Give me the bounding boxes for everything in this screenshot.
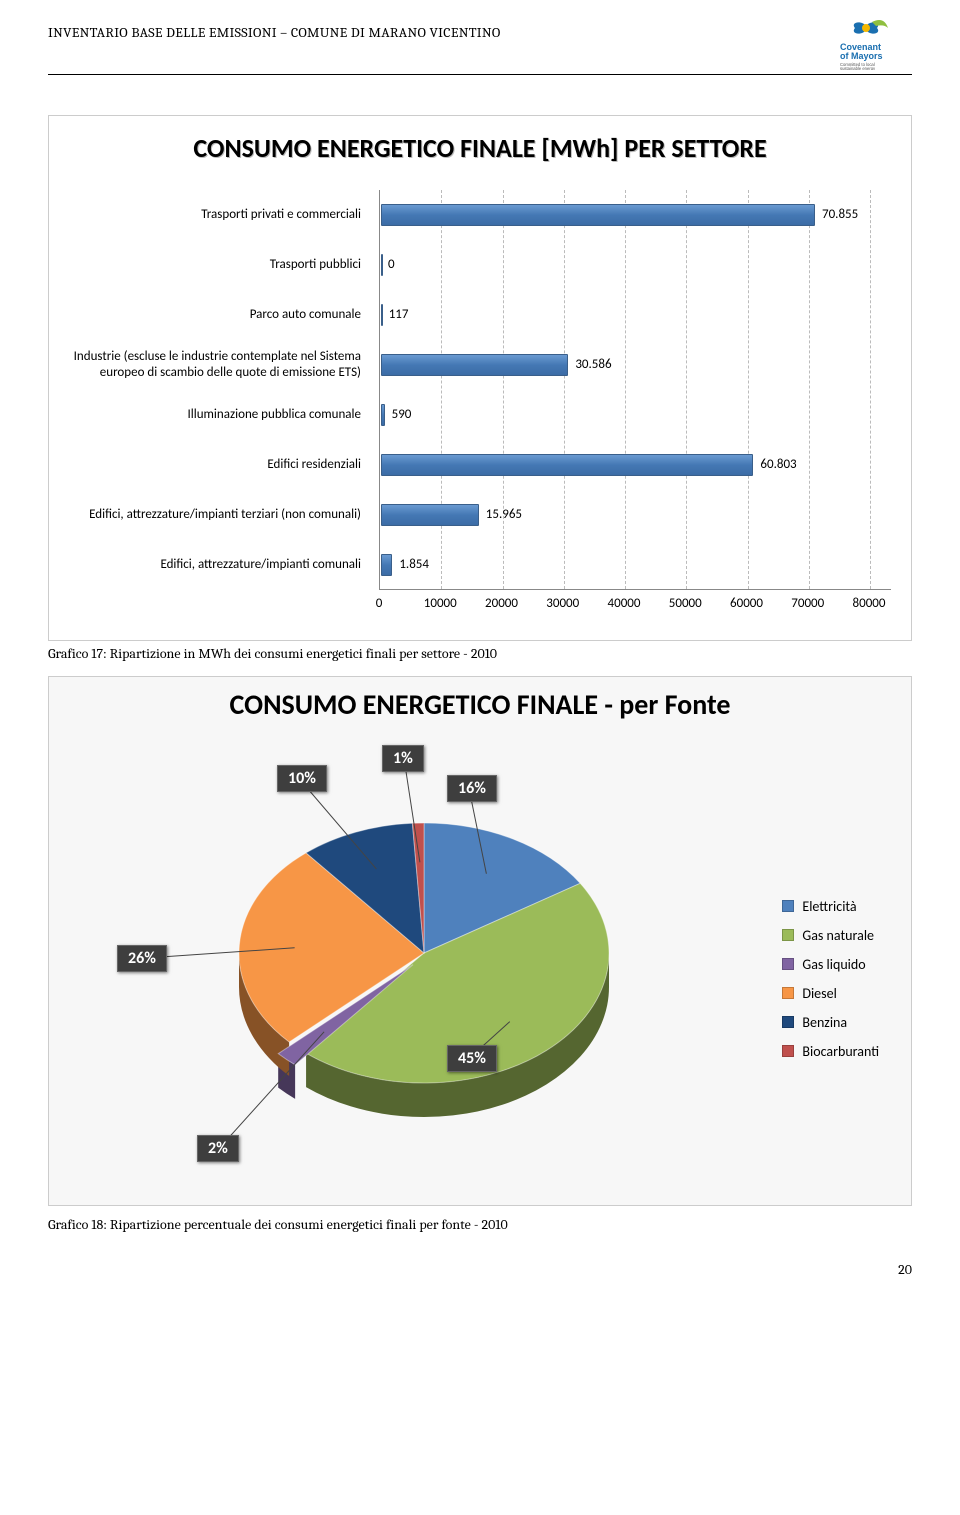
caption-1: Grafico 17: Ripartizione in MWh dei cons… xyxy=(48,645,912,662)
bar-category-label: Edifici residenziali xyxy=(69,449,369,481)
bar-category-label: Edifici, attrezzature/impianti terziari … xyxy=(69,499,369,531)
pie-callout: 45% xyxy=(447,1045,497,1072)
bar-category-label: Parco auto comunale xyxy=(69,299,369,331)
legend-label: Gas naturale xyxy=(802,927,874,944)
legend-swatch xyxy=(782,987,794,999)
bar xyxy=(381,254,383,276)
pie-callout: 1% xyxy=(382,745,424,772)
legend-label: Diesel xyxy=(802,985,836,1002)
legend-item: Gas liquido xyxy=(782,956,879,973)
bar-value-label: 60.803 xyxy=(760,457,796,472)
bar-value-label: 15.965 xyxy=(486,507,522,522)
bar xyxy=(381,554,392,576)
legend-label: Gas liquido xyxy=(802,956,865,973)
axis-tick: 10000 xyxy=(424,596,457,611)
pie-callout: 16% xyxy=(447,775,497,802)
axis-tick: 60000 xyxy=(730,596,763,611)
legend-item: Benzina xyxy=(782,1014,879,1031)
bar-category-label: Trasporti privati e commerciali xyxy=(69,199,369,231)
grid-line xyxy=(686,190,687,589)
pie-chart: Elettricità Gas naturale Gas liquido Diesel… xyxy=(69,728,891,1188)
grid-line xyxy=(441,190,442,589)
bar xyxy=(381,404,385,426)
logo-text-2: of Mayors xyxy=(840,51,883,61)
grid-line xyxy=(564,190,565,589)
logo-text-4: sustainable energy xyxy=(840,66,876,70)
x-axis-labels: 0 10000 20000 30000 40000 50000 60000 70000 8000… xyxy=(379,596,891,620)
grid-line xyxy=(625,190,626,589)
axis-tick: 0 xyxy=(376,596,383,611)
axis-tick: 70000 xyxy=(791,596,824,611)
pie-chart-panel: CONSUMO ENERGETICO FINALE - per Fonte El… xyxy=(48,676,912,1206)
bar xyxy=(381,304,383,326)
page: INVENTARIO BASE DELLE EMISSIONI – COMUNE… xyxy=(0,0,960,1318)
axis-tick: 40000 xyxy=(608,596,641,611)
bar-chart-title: CONSUMO ENERGETICO FINALE [MWh] PER SETT… xyxy=(69,132,891,166)
legend-swatch xyxy=(782,1016,794,1028)
bar xyxy=(381,504,479,526)
legend-swatch xyxy=(782,900,794,912)
legend-item: Diesel xyxy=(782,985,879,1002)
pie-callout: 2% xyxy=(197,1135,239,1162)
axis-tick: 30000 xyxy=(546,596,579,611)
bar xyxy=(381,354,568,376)
bar-value-label: 117 xyxy=(389,307,409,322)
bar-category-label: Illuminazione pubblica comunale xyxy=(69,399,369,431)
pie-chart-title: CONSUMO ENERGETICO FINALE - per Fonte xyxy=(69,687,891,722)
bar-category-label: Trasporti pubblici xyxy=(69,249,369,281)
pie-wrap xyxy=(224,763,624,1163)
legend-item: Elettricità xyxy=(782,898,879,915)
page-number: 20 xyxy=(48,1261,912,1278)
grid-line xyxy=(748,190,749,589)
bar-value-label: 1.854 xyxy=(399,557,429,572)
legend-swatch xyxy=(782,1045,794,1057)
axis-tick: 50000 xyxy=(669,596,702,611)
bar-value-label: 590 xyxy=(392,407,412,422)
bar-value-label: 30.586 xyxy=(575,357,611,372)
axis-tick: 20000 xyxy=(485,596,518,611)
bar xyxy=(381,454,753,476)
bar-value-label: 70.855 xyxy=(822,207,858,222)
bar-value-label: 0 xyxy=(388,257,395,272)
bar-category-label: Edifici, attrezzature/impianti comunali xyxy=(69,549,369,581)
pie-callout: 10% xyxy=(277,765,327,792)
page-header: INVENTARIO BASE DELLE EMISSIONI – COMUNE… xyxy=(48,24,912,75)
pie-callout: 26% xyxy=(117,945,167,972)
caption-2: Grafico 18: Ripartizione percentuale dei… xyxy=(48,1216,912,1233)
bar-chart-panel: CONSUMO ENERGETICO FINALE [MWh] PER SETT… xyxy=(48,115,912,641)
grid-line xyxy=(809,190,810,589)
legend-label: Benzina xyxy=(802,1014,847,1031)
legend-item: Gas naturale xyxy=(782,927,879,944)
grid-line xyxy=(870,190,871,589)
bar xyxy=(381,204,815,226)
legend-label: Biocarburanti xyxy=(802,1043,879,1060)
legend-swatch xyxy=(782,958,794,970)
legend: Elettricità Gas naturale Gas liquido Diesel… xyxy=(782,898,879,1072)
grid-line xyxy=(503,190,504,589)
legend-swatch xyxy=(782,929,794,941)
axis-tick: 80000 xyxy=(853,596,886,611)
legend-item: Biocarburanti xyxy=(782,1043,879,1060)
legend-label: Elettricità xyxy=(802,898,856,915)
bar-plot-area: 70.855 0 117 30.586 590 60.803 15.965 1.854 xyxy=(379,190,891,590)
bar-chart: 70.855 0 117 30.586 590 60.803 15.965 1.854 0 10… xyxy=(69,190,891,620)
header-title: INVENTARIO BASE DELLE EMISSIONI – COMUNE… xyxy=(48,24,501,41)
bar-category-label: Industrie (escluse le industrie contempl… xyxy=(69,349,369,381)
covenant-logo: Covenant of Mayors Committed to local su… xyxy=(840,18,912,70)
